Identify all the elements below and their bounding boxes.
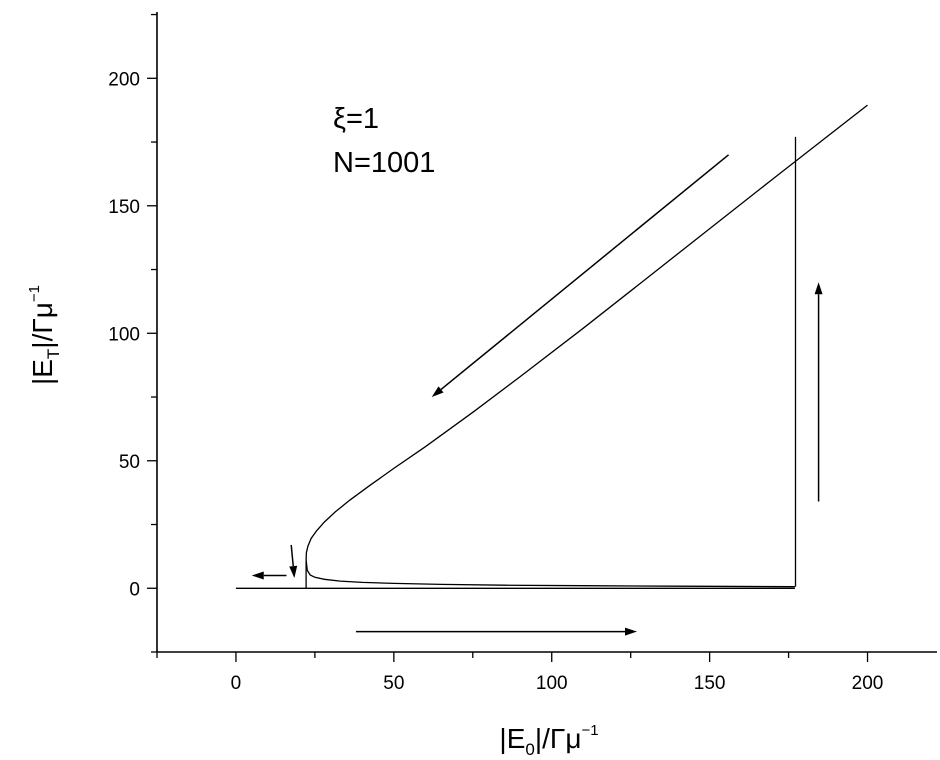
arrow-shaft xyxy=(440,154,730,391)
curve-segment-1 xyxy=(305,104,868,561)
annotation-n: N=1001 xyxy=(333,147,435,179)
arrow-head xyxy=(289,565,298,579)
y-tick-label: 150 xyxy=(108,197,140,218)
y-tick-label: 0 xyxy=(129,579,140,600)
x-tick-label: 100 xyxy=(536,673,568,694)
axes xyxy=(156,12,937,653)
x-tick-label: 50 xyxy=(383,673,404,694)
annotation-xi: ξ=1 xyxy=(333,103,379,135)
arrow-head xyxy=(625,627,637,636)
curve-segment-2 xyxy=(305,560,795,588)
y-axis-title: |ET|/Γμ−1 xyxy=(26,285,63,385)
direction-arrow-3 xyxy=(355,627,637,636)
x-axis-title: |E0|/Γμ−1 xyxy=(499,722,598,759)
direction-arrows xyxy=(251,154,823,636)
y-tick-label: 50 xyxy=(119,452,140,473)
arrow-head xyxy=(251,571,264,580)
direction-arrow-1 xyxy=(431,154,730,398)
labels: 0 50 100 150 200 0 50 100 150 200 xyxy=(108,69,883,694)
curves xyxy=(235,104,868,589)
direction-arrow-2 xyxy=(814,282,823,502)
ticks xyxy=(147,13,869,662)
direction-arrow-5 xyxy=(289,544,298,579)
arrow-head xyxy=(814,282,823,295)
arrow-head xyxy=(431,386,444,398)
y-tick-label: 100 xyxy=(108,324,140,345)
x-tick-label: 200 xyxy=(852,673,884,694)
y-tick-label: 200 xyxy=(108,69,140,90)
direction-arrow-4 xyxy=(251,571,287,580)
x-tick-label: 0 xyxy=(231,673,242,694)
arrow-shaft xyxy=(290,544,294,567)
x-tick-label: 150 xyxy=(694,673,726,694)
